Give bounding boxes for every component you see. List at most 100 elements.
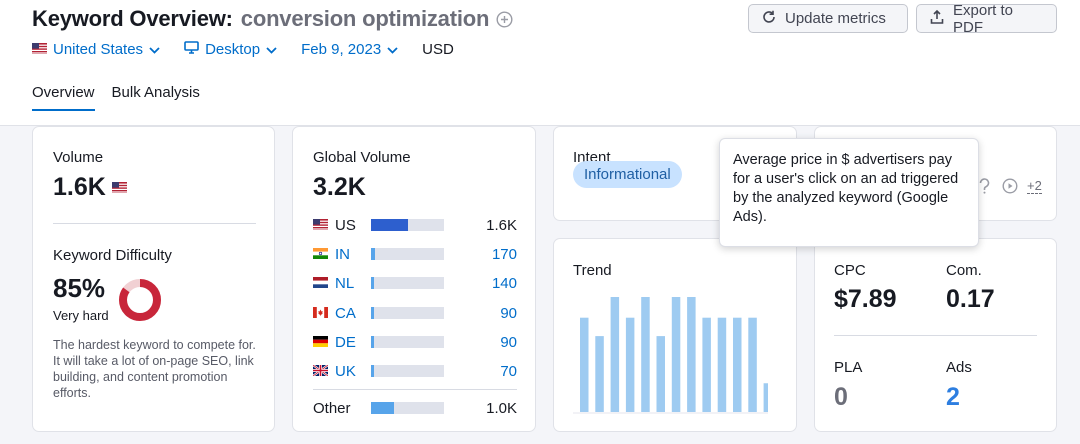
country-row[interactable]: DE 90 [313,332,517,352]
difficulty-level: Very hard [53,308,109,323]
donut-fill [119,279,161,321]
us-flag-icon [32,41,47,58]
difficulty-donut [119,279,161,321]
country-row[interactable]: UK 70 [312,361,517,381]
device-dropdown[interactable]: Desktop [184,41,277,58]
difficulty-description: The hardest keyword to compete for. It w… [53,338,256,400]
share-bar [371,307,444,319]
country-volume: 170 [491,245,517,263]
country-row[interactable]: US 1.6K [313,215,517,235]
global-volume-value: 3.2K [313,173,366,201]
chevron-down-icon [266,41,277,58]
update-metrics-button[interactable]: Update metrics [748,4,908,33]
export-pdf-button[interactable]: Export to PDF [916,1,1057,36]
trend-bar[interactable] [702,317,711,412]
export-icon [929,9,945,29]
share-bar-fill [371,248,375,260]
country-row[interactable]: IN 170 [313,244,517,264]
us-flag-icon [313,217,328,234]
intent-badge: Informational [573,161,682,188]
title-prefix: Keyword Overview: [32,6,233,31]
share-bar [371,248,444,260]
tab-bar: Overview Bulk Analysis [32,84,217,111]
share-bar-fill [371,277,374,289]
share-bar [371,219,444,231]
trend-bar[interactable] [748,317,757,412]
trend-bar[interactable] [717,317,727,412]
volume-value-wrap: 1.6K [53,173,127,202]
trend-bar[interactable] [580,317,589,412]
pla-label: PLA [834,359,863,376]
share-bar-fill [371,336,374,348]
country-volume: 90 [500,333,517,351]
divider [834,335,1037,336]
difficulty-label: Keyword Difficulty [53,247,172,264]
share-bar-fill [371,219,408,231]
export-pdf-label: Export to PDF [953,1,1014,36]
share-bar [371,277,444,289]
country-dropdown[interactable]: United States [32,41,160,58]
country-code: CA [335,304,356,322]
competition-label: Com. [946,262,982,279]
chevron-down-icon [387,41,398,58]
ads-label: Ads [946,359,972,376]
country-code: US [335,216,356,234]
volume-card: Volume 1.6K Keyword Difficulty 85% Very … [32,126,275,432]
header: Keyword Overview: conversion optimizatio… [0,0,1080,126]
in-flag-icon [313,246,328,263]
uk-flag-icon [312,363,329,380]
country-volume: 90 [500,304,517,322]
trend-bar[interactable] [595,336,604,412]
device-label: Desktop [205,41,261,58]
tab-overview[interactable]: Overview [32,84,95,111]
trend-card: Trend [553,238,797,432]
keyword-text: conversion optimization [240,6,490,31]
other-row: Other 1.0K [313,398,517,418]
country-volume: 140 [491,274,517,292]
global-volume-label: Global Volume [313,149,411,166]
ca-flag-icon [313,305,328,322]
trend-bar[interactable] [656,336,666,412]
ads-value[interactable]: 2 [946,383,960,411]
currency-label: USD [422,41,454,58]
cpc-value: $7.89 [834,285,897,313]
trend-bar[interactable] [671,297,681,412]
video-icon[interactable] [1002,178,1018,194]
trend-bar[interactable] [733,317,742,412]
other-label: Other [313,399,351,417]
trend-bar[interactable] [763,383,768,412]
country-row[interactable]: NL 140 [313,273,517,293]
country-code: DE [335,333,356,351]
cpc-tooltip: Average price in $ advertisers pay for a… [719,138,979,247]
question-icon[interactable] [978,178,991,194]
refresh-icon [761,9,777,29]
country-code: UK [335,362,356,380]
volume-value: 1.6K [53,173,106,201]
de-flag-icon [313,334,328,351]
share-bar [371,365,444,377]
date-dropdown[interactable]: Feb 9, 2023 [301,41,398,58]
trend-bar[interactable] [610,297,620,412]
trend-bar[interactable] [625,317,635,412]
share-bar-fill [371,307,374,319]
share-bar-fill [371,402,394,414]
divider [53,223,256,224]
competition-value: 0.17 [946,285,995,313]
trend-bar[interactable] [641,297,650,412]
cpc-label: CPC [834,262,866,279]
pla-value: 0 [834,383,848,411]
date-label: Feb 9, 2023 [301,41,382,58]
trend-chart [573,297,768,414]
country-code: IN [335,245,350,263]
page-title: Keyword Overview: conversion optimizatio… [32,6,513,32]
share-bar-fill [371,365,374,377]
more-features-link[interactable]: +2 [1027,178,1042,194]
country-volume: 1.6K [486,216,517,234]
trend-bar[interactable] [687,297,696,412]
share-bar [371,402,444,414]
chevron-down-icon [149,41,160,58]
global-volume-card: Global Volume 3.2K US 1.6K IN 170 NL 140… [292,126,536,432]
add-keyword-icon[interactable] [496,10,513,28]
tab-bulk-analysis[interactable]: Bulk Analysis [111,84,200,101]
country-row[interactable]: CA 90 [313,303,517,323]
